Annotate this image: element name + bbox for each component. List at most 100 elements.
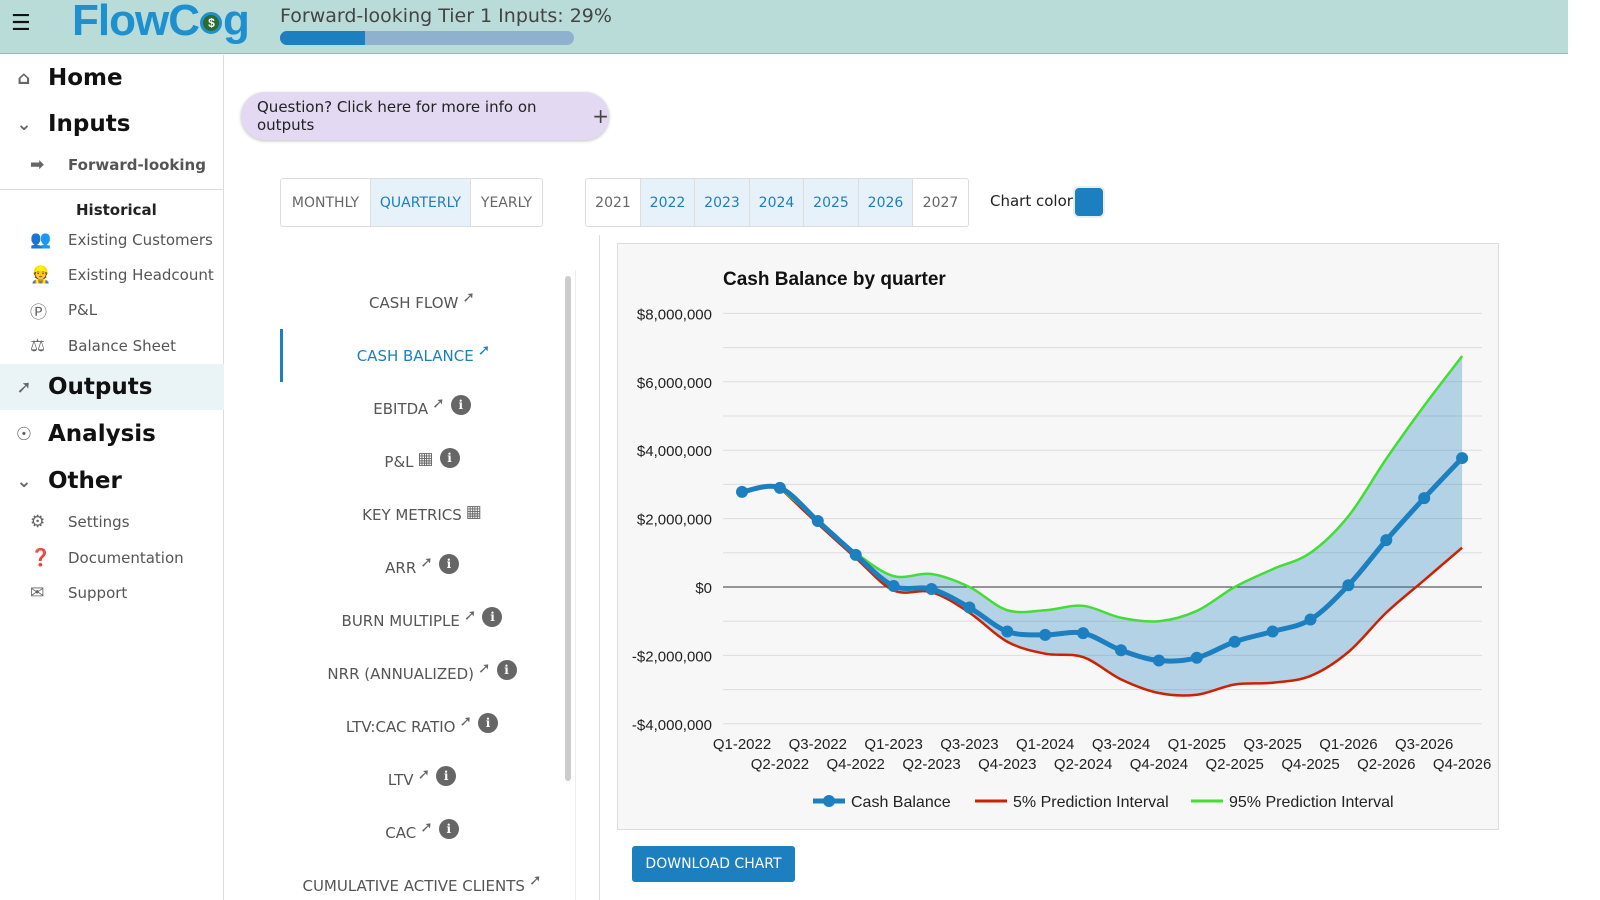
metric-p-l[interactable]: P&L ▦ i — [280, 435, 564, 488]
data-point — [1115, 644, 1127, 657]
sidebar-item-home[interactable]: ⌂ Home — [0, 55, 224, 101]
label: Outputs — [48, 374, 153, 400]
label: Other — [48, 468, 122, 494]
people-icon: 👥 — [30, 230, 52, 250]
info-icon[interactable]: i — [438, 553, 459, 574]
sidebar-item-inputs[interactable]: ⌄ Inputs — [0, 101, 224, 147]
help-button[interactable]: Question? Click here for more info on ou… — [241, 92, 609, 140]
info-icon[interactable]: i — [496, 659, 517, 680]
x-tick-label: Q1-2025 — [1168, 736, 1226, 753]
sidebar-item-other[interactable]: ⌄ Other — [0, 458, 224, 504]
data-point — [1077, 627, 1090, 640]
table-icon[interactable]: ▦ — [465, 501, 482, 522]
x-tick-label: Q3-2025 — [1243, 736, 1301, 753]
sidebar-item-forward-looking[interactable]: ➡ Forward-looking — [0, 149, 224, 181]
trend-chart-icon[interactable]: ➚ — [528, 870, 542, 889]
mail-icon: ✉ — [30, 583, 45, 603]
progress-label: Forward-looking Tier 1 Inputs: 29% — [280, 5, 612, 27]
data-point — [1266, 625, 1279, 638]
flowcog-logo[interactable]: FlowC $ g — [72, 0, 250, 45]
gear-icon: ⚙ — [30, 512, 46, 532]
year-2021[interactable]: 2021 — [586, 179, 641, 226]
trend-chart-icon[interactable]: ➚ — [462, 287, 475, 306]
metric-ltv[interactable]: LTV ➚ i — [280, 753, 564, 806]
x-tick-label: Q2-2025 — [1206, 756, 1264, 773]
trend-chart-icon[interactable]: ➚ — [417, 764, 431, 783]
x-tick-label: Q4-2026 — [1433, 756, 1491, 773]
hamburger-menu-icon[interactable]: ☰ — [11, 11, 31, 36]
data-point — [963, 601, 976, 614]
metric-cac[interactable]: CAC ➚ i — [280, 806, 564, 859]
label: Settings — [68, 513, 130, 531]
info-icon[interactable]: i — [439, 447, 460, 468]
legend-label: 5% Prediction Interval — [1013, 794, 1169, 811]
data-point — [1456, 452, 1469, 465]
metric-ebitda[interactable]: EBITDA ➚ i — [280, 382, 564, 435]
metric-ltv-cac-ratio[interactable]: LTV:CAC RATIO ➚ i — [280, 700, 564, 753]
period-monthly[interactable]: MONTHLY — [281, 179, 371, 226]
table-icon[interactable]: ▦ — [417, 448, 434, 469]
info-icon[interactable]: i — [450, 394, 471, 415]
chart-title: Cash Balance by quarter — [723, 269, 946, 290]
y-tick-label: $4,000,000 — [637, 443, 712, 460]
label: Existing Headcount — [68, 266, 214, 284]
trend-chart-icon[interactable]: ➚ — [432, 393, 445, 412]
sidebar-item-pl[interactable]: Ⓟ P&L — [0, 294, 224, 326]
metric-nrr-annualized-[interactable]: NRR (ANNUALIZED) ➚ i — [280, 647, 564, 700]
year-2027[interactable]: 2027 — [922, 194, 959, 211]
data-point — [1190, 651, 1203, 664]
y-tick-label: $8,000,000 — [637, 306, 712, 323]
metric-burn-multiple[interactable]: BURN MULTIPLE ➚ i — [280, 594, 564, 647]
metric-cumulative-active-clients[interactable]: CUMULATIVE ACTIVE CLIENTS ➚ — [280, 859, 564, 900]
trend-chart-icon[interactable]: ➚ — [420, 552, 433, 571]
series-95pct-line — [779, 355, 1464, 623]
info-icon[interactable]: i — [478, 712, 499, 733]
period-yearly[interactable]: YEARLY — [480, 194, 533, 211]
year-2026[interactable]: 2026 — [859, 179, 913, 226]
data-point — [736, 485, 748, 498]
data-point — [1418, 492, 1431, 505]
data-point — [1228, 635, 1241, 648]
sidebar-item-support[interactable]: ✉ Support — [0, 577, 224, 609]
metric-label: LTV:CAC RATIO — [345, 717, 456, 736]
chart-color-picker[interactable] — [1073, 186, 1105, 218]
info-icon[interactable]: i — [438, 818, 459, 839]
year-2023[interactable]: 2023 — [695, 179, 750, 226]
sidebar-item-outputs[interactable]: ➚ Outputs — [0, 364, 224, 410]
trend-chart-icon[interactable]: ➚ — [463, 605, 477, 624]
sidebar-item-documentation[interactable]: ❓ Documentation — [0, 542, 224, 574]
sidebar-item-settings[interactable]: ⚙ Settings — [0, 506, 224, 538]
sidebar-item-balance-sheet[interactable]: ⚖ Balance Sheet — [0, 330, 224, 362]
metric-label: KEY METRICS — [362, 505, 462, 524]
metric-cash-balance[interactable]: CASH BALANCE ➚ — [280, 329, 564, 382]
period-quarterly[interactable]: QUARTERLY — [371, 179, 471, 226]
sidebar-item-existing-headcount[interactable]: 👷 Existing Headcount — [0, 259, 224, 291]
year-2025[interactable]: 2025 — [804, 179, 859, 226]
metric-key-metrics[interactable]: KEY METRICS ▦ — [280, 488, 564, 541]
metric-cash-flow[interactable]: CASH FLOW ➚ — [280, 276, 564, 329]
year-2024[interactable]: 2024 — [750, 179, 804, 226]
x-tick-label: Q2-2024 — [1054, 756, 1112, 773]
data-point — [1001, 625, 1014, 638]
data-point — [849, 548, 862, 561]
sidebar-item-analysis[interactable]: ☉ Analysis — [0, 411, 224, 457]
plus-icon: + — [592, 104, 609, 128]
trend-chart-icon[interactable]: ➚ — [477, 340, 491, 359]
label: Documentation — [68, 549, 184, 567]
info-icon[interactable]: i — [482, 606, 503, 627]
trend-chart-icon[interactable]: ➚ — [420, 817, 433, 836]
metric-label: EBITDA — [373, 399, 429, 418]
info-icon[interactable]: i — [436, 765, 457, 786]
metric-arr[interactable]: ARR ➚ i — [280, 541, 564, 594]
y-tick-label: $2,000,000 — [637, 512, 712, 529]
metrics-scrollbar[interactable] — [565, 276, 571, 781]
metric-label: P&L — [384, 452, 414, 471]
chart-panel: Cash Balance by quarter $8,000,000 $6,000… — [617, 243, 1499, 830]
year-2022[interactable]: 2022 — [641, 179, 695, 226]
trend-chart-icon[interactable]: ➚ — [478, 658, 491, 677]
sidebar-item-existing-customers[interactable]: 👥 Existing Customers — [0, 224, 224, 256]
trend-chart-icon[interactable]: ➚ — [459, 711, 473, 730]
download-chart-button[interactable]: DOWNLOAD CHART — [632, 846, 795, 882]
x-tick-label: Q4-2022 — [827, 756, 885, 773]
chevron-down-icon: ⌄ — [16, 113, 32, 135]
